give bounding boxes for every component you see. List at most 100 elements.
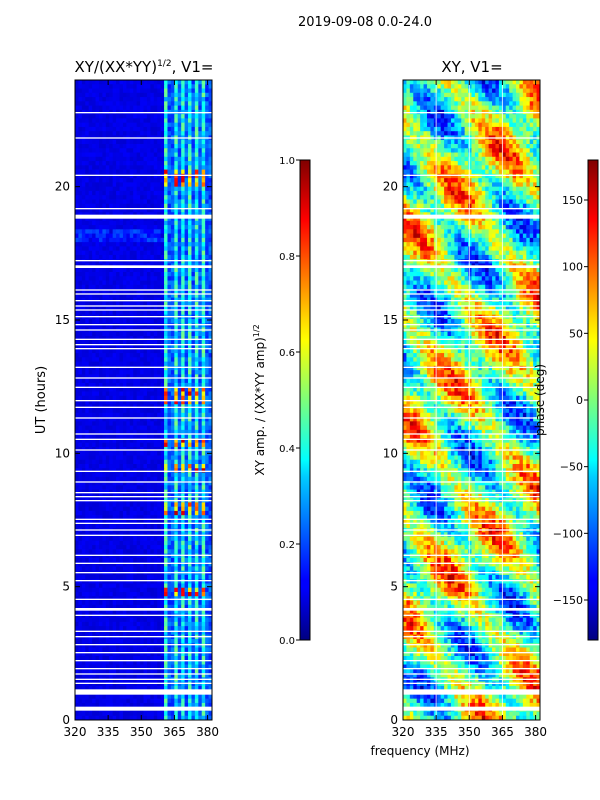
- amp-cell: [201, 387, 206, 392]
- amp-cell: [205, 515, 210, 520]
- amp-cell: [188, 365, 192, 371]
- amp-cell: [95, 600, 100, 606]
- amp-cell: [150, 173, 155, 179]
- amp-cell: [160, 476, 165, 482]
- amp-cell: [112, 400, 117, 405]
- amp-cell: [88, 604, 93, 610]
- amp-cell: [140, 417, 144, 422]
- amp-cell: [126, 92, 131, 98]
- amp-cell: [160, 165, 165, 171]
- amp-cell: [122, 293, 127, 299]
- amp-cell: [184, 365, 189, 371]
- amp-cell: [143, 532, 148, 538]
- amp-cell: [81, 395, 86, 401]
- amp-cell: [75, 237, 79, 243]
- amp-cell: [140, 476, 144, 482]
- amp-cell: [81, 144, 86, 149]
- amp-cell: [122, 318, 127, 324]
- amp-cell: [116, 417, 121, 422]
- amp-cell: [102, 331, 107, 337]
- amp-cell: [95, 293, 100, 299]
- amp-cell: [129, 280, 134, 286]
- amp-cell: [122, 489, 127, 495]
- amp-cell: [98, 340, 103, 346]
- amp-cell: [105, 310, 110, 316]
- amp-cell: [167, 284, 172, 290]
- amp-cell: [75, 587, 79, 593]
- amp-cell: [160, 365, 165, 371]
- amp-cell: [205, 404, 210, 410]
- amp-cell: [184, 186, 189, 192]
- amp-cell: [136, 404, 141, 410]
- amp-cell: [191, 169, 196, 175]
- amp-cell: [129, 523, 134, 529]
- amp-cell: [116, 101, 121, 107]
- amp-cell: [109, 92, 114, 98]
- amp-cell: [102, 387, 107, 392]
- amp-cell: [177, 208, 182, 213]
- amp-cell: [85, 596, 90, 602]
- amp-cell: [150, 259, 155, 264]
- amp-cell: [167, 272, 172, 277]
- amp-cell: [160, 446, 165, 452]
- amp-cell: [95, 169, 100, 175]
- amp-cell: [153, 297, 158, 303]
- amp-cell: [188, 592, 192, 597]
- amp-cell: [85, 233, 90, 239]
- amp-cell: [201, 583, 206, 589]
- amp-cell: [174, 425, 179, 431]
- amp-cell: [95, 267, 100, 273]
- amp-cell: [116, 357, 121, 363]
- amp-cell: [75, 609, 79, 614]
- amp-cell: [98, 250, 103, 256]
- amp-cell: [116, 272, 121, 277]
- amp-cell: [88, 80, 93, 85]
- amp-cell: [88, 331, 93, 337]
- amp-cell: [188, 284, 192, 290]
- amp-cell: [98, 609, 103, 614]
- amp-cell: [194, 579, 199, 584]
- amp-cell: [201, 344, 206, 350]
- amp-cell: [92, 336, 97, 341]
- amp-cell: [194, 481, 199, 486]
- amp-cell: [177, 434, 182, 439]
- amp-cell: [194, 272, 199, 277]
- amp-cell: [201, 280, 206, 286]
- amp-cell: [85, 481, 90, 486]
- amp-cell: [140, 442, 144, 448]
- amp-cell: [146, 97, 151, 102]
- amp-cell: [167, 182, 172, 188]
- amp-cell: [153, 344, 158, 350]
- amp-cell: [119, 592, 124, 597]
- amp-cell: [102, 173, 107, 179]
- amp-cell: [129, 306, 134, 311]
- amp-cell: [164, 229, 168, 235]
- amp-cell: [140, 254, 144, 260]
- amp-cell: [201, 519, 206, 525]
- amp-cell: [81, 122, 86, 128]
- amp-cell: [122, 455, 127, 461]
- amp-cell: [88, 485, 93, 491]
- amp-cell: [109, 272, 114, 277]
- amp-cell: [194, 592, 199, 597]
- amp-cell: [150, 225, 155, 230]
- amp-cell: [191, 600, 196, 606]
- amp-cell: [129, 122, 134, 128]
- amp-cell: [157, 604, 162, 610]
- amp-cell: [198, 515, 203, 520]
- amp-cell: [208, 118, 212, 124]
- amp-cell: [184, 536, 189, 542]
- amp-cell: [170, 246, 175, 252]
- amp-cell: [112, 579, 117, 584]
- amp-cell: [78, 464, 83, 469]
- amp-cell: [126, 464, 131, 469]
- amp-cell: [194, 540, 199, 546]
- amp-heatmap: [75, 80, 212, 720]
- amp-cell: [105, 169, 110, 175]
- amp-cell: [78, 88, 83, 94]
- amp-cell: [129, 557, 134, 563]
- amp-cell: [167, 502, 172, 508]
- amp-cell: [136, 105, 141, 111]
- amp-cell: [116, 293, 121, 299]
- amp-cell: [143, 229, 148, 235]
